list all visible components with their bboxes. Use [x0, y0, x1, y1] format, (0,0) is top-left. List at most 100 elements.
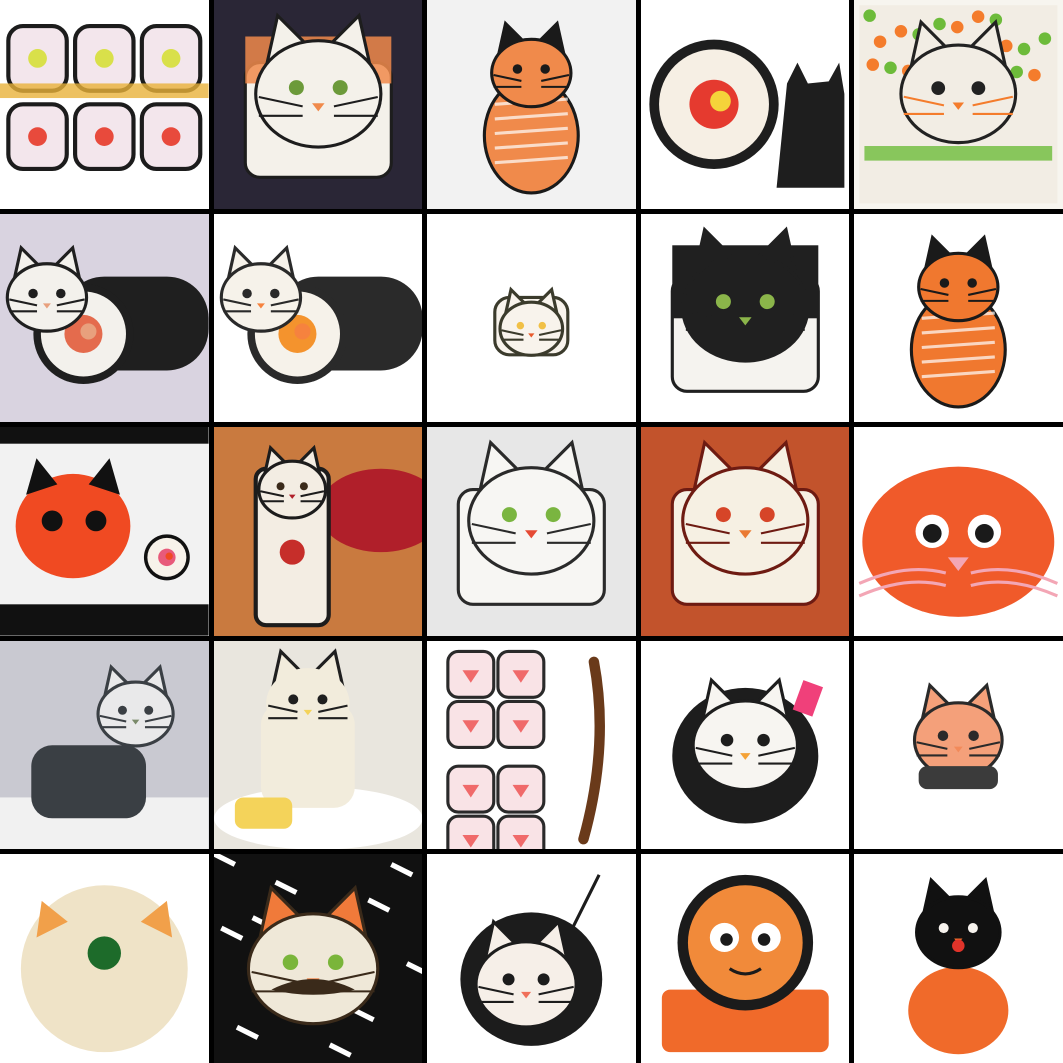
- topping: [1028, 68, 1042, 82]
- cat-nose: [954, 746, 964, 753]
- cat-whisker: [270, 297, 299, 306]
- grid-tile-nori-wrapped-cat-head: [640, 640, 850, 850]
- grid-tile-nori-ring-cat-on-salmon: [640, 854, 850, 1063]
- green-nose: [87, 936, 121, 971]
- cat-nose: [288, 494, 296, 500]
- cat-nose: [256, 302, 265, 309]
- sushi-cat: [460, 874, 603, 1047]
- slice-filling: [462, 784, 480, 798]
- cat-face: [5, 261, 89, 333]
- grid-tile-small-salmon-cat: [854, 640, 1063, 850]
- sushi-cat: [243, 12, 393, 179]
- cat-whisker: [144, 714, 172, 723]
- sushi-cat: [219, 244, 423, 384]
- cat-face: [490, 37, 573, 109]
- sushi-cat-illustration: [460, 874, 603, 1047]
- cat-whisker: [267, 704, 298, 713]
- cucumber-strip: [864, 146, 1053, 161]
- cat-whisker: [695, 746, 733, 757]
- cat-nose: [739, 752, 751, 760]
- cat-eye-left: [516, 321, 525, 329]
- cat-whisker: [501, 328, 524, 336]
- grid-tile-roe-cat-big-eyes: [854, 427, 1063, 636]
- cat-face: [256, 459, 327, 520]
- salmon-body: [908, 967, 1009, 1055]
- ears: [36, 901, 173, 938]
- sushi-cat: [908, 877, 1009, 1055]
- cat-eye-right: [545, 507, 561, 523]
- white-strips: [219, 926, 243, 942]
- roll-filling: [161, 49, 181, 68]
- cat-nose: [952, 102, 965, 110]
- tail: [571, 874, 601, 929]
- sushi-cat-illustration: [661, 875, 829, 1053]
- cat-eye-right: [759, 507, 775, 523]
- roll-filling-accent: [80, 323, 97, 340]
- cat-whisker: [903, 95, 945, 107]
- topping: [884, 61, 898, 75]
- cat-eye-right: [299, 482, 308, 491]
- topping: [972, 10, 985, 23]
- grid-tile-lying-cat-roll: [0, 213, 209, 423]
- grid-tile-salmon-cat-sculpture: [427, 0, 636, 209]
- cat-whisker: [299, 490, 324, 498]
- cat-nose: [528, 333, 535, 338]
- grid-tile-cat-face-with-mustache: [213, 854, 423, 1063]
- grid-tile-rice-ball-cat-green-nose: [0, 854, 209, 1063]
- sushi-cat: [213, 648, 423, 850]
- cat-face: [691, 699, 799, 791]
- cat-face: [474, 940, 578, 1029]
- cat-eye-right: [56, 288, 66, 298]
- salmon-face: [687, 885, 803, 1001]
- cat-whisker: [760, 523, 805, 535]
- topping: [951, 20, 964, 34]
- cat-face: [917, 251, 1000, 322]
- red-nose: [952, 939, 965, 953]
- cat-nose: [738, 530, 752, 539]
- roll-filling: [28, 49, 47, 68]
- cat-whisker: [968, 287, 997, 296]
- topping: [895, 25, 908, 38]
- roll-filling-accent: [709, 90, 731, 112]
- cat-whisker: [541, 73, 570, 82]
- sushi-cat: [213, 854, 423, 1059]
- cat-eye-right: [967, 277, 978, 288]
- cat-whisker: [251, 971, 297, 984]
- cat-eye-right: [968, 923, 979, 934]
- cat-face: [913, 701, 1005, 779]
- cat-whisker: [969, 741, 1001, 750]
- salmon-stripe: [922, 325, 996, 335]
- cat-whisker: [757, 746, 795, 757]
- sushi-cat: [482, 20, 580, 195]
- cat-nose: [311, 103, 325, 112]
- cat-nose: [738, 316, 752, 325]
- white-strips: [366, 897, 390, 914]
- cat-eye-left: [931, 81, 946, 96]
- sushi-cat-illustration: [456, 439, 607, 607]
- sushi-cat-illustration: [649, 39, 845, 188]
- sushi-cat: [649, 39, 845, 188]
- cat-face: [899, 43, 1018, 145]
- cat-whisker: [685, 309, 730, 321]
- roll-filling-accent: [165, 552, 173, 561]
- sushi-cat: [913, 682, 1005, 789]
- sushi-cat: [858, 466, 1059, 618]
- sushi-cat: [446, 649, 606, 850]
- topping: [1018, 42, 1031, 56]
- egg-strip: [0, 83, 209, 99]
- cat-face: [915, 895, 1002, 970]
- grid-tile-white-cat-rice-red-eyes: [427, 427, 636, 636]
- tamago: [234, 797, 292, 829]
- cat-whisker: [9, 297, 38, 306]
- roll-filling-accent: [294, 323, 311, 340]
- white-strips: [213, 854, 236, 868]
- cat-whisker: [972, 95, 1014, 107]
- cat-body: [31, 745, 147, 819]
- filling: [279, 539, 305, 565]
- cat-face: [680, 252, 810, 363]
- cat-eye-left: [715, 293, 731, 309]
- cat-eye-left: [241, 288, 252, 298]
- grid-tile-rice-cat-with-tamago: [213, 640, 423, 850]
- grid-tile-cat-face-on-orange-plate: [640, 427, 850, 636]
- ears: [26, 458, 120, 495]
